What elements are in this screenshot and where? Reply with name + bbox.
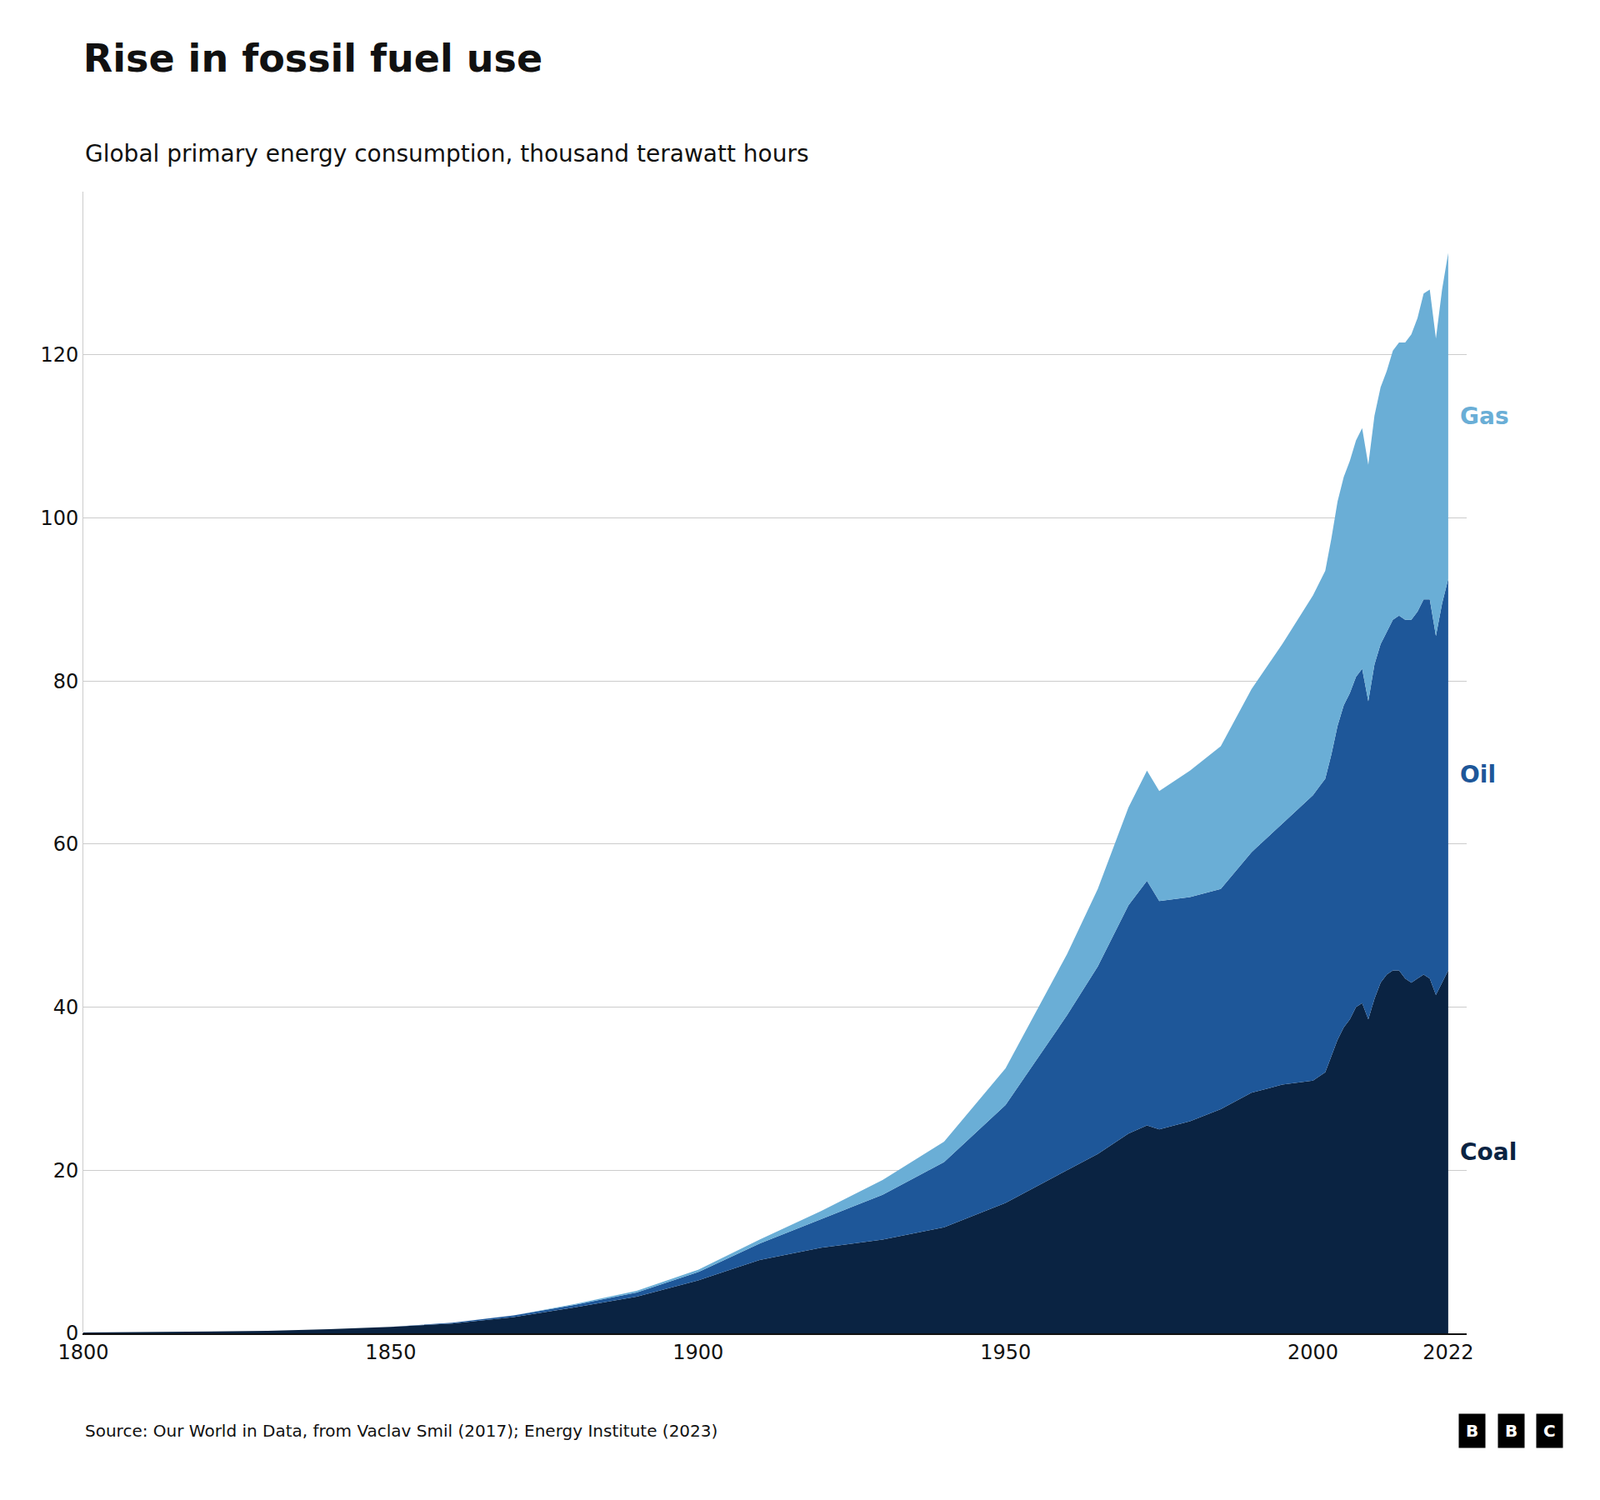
svg-text:80: 80 — [53, 670, 80, 694]
svg-text:Oil: Oil — [1460, 760, 1496, 789]
svg-text:1900: 1900 — [672, 1340, 724, 1365]
svg-text:20: 20 — [53, 1159, 80, 1183]
svg-text:1800: 1800 — [57, 1340, 109, 1365]
svg-text:B: B — [1465, 1420, 1479, 1441]
svg-text:Rise in fossil fuel use: Rise in fossil fuel use — [83, 35, 543, 81]
svg-text:60: 60 — [53, 832, 80, 856]
svg-text:0: 0 — [65, 1321, 79, 1345]
svg-text:Gas: Gas — [1460, 402, 1510, 430]
svg-text:120: 120 — [40, 343, 79, 367]
svg-text:Coal: Coal — [1460, 1138, 1517, 1166]
svg-text:1950: 1950 — [980, 1340, 1031, 1365]
svg-text:Global primary energy consumpt: Global primary energy consumption, thous… — [85, 140, 810, 168]
svg-text:40: 40 — [53, 995, 80, 1020]
svg-text:B: B — [1505, 1420, 1518, 1441]
svg-text:Source: Our World in Data, fro: Source: Our World in Data, from Vaclav S… — [85, 1420, 718, 1441]
svg-text:2000: 2000 — [1287, 1340, 1339, 1365]
svg-text:1850: 1850 — [365, 1340, 416, 1365]
svg-text:2022: 2022 — [1422, 1340, 1474, 1365]
svg-text:C: C — [1543, 1420, 1556, 1441]
svg-text:100: 100 — [40, 506, 79, 530]
